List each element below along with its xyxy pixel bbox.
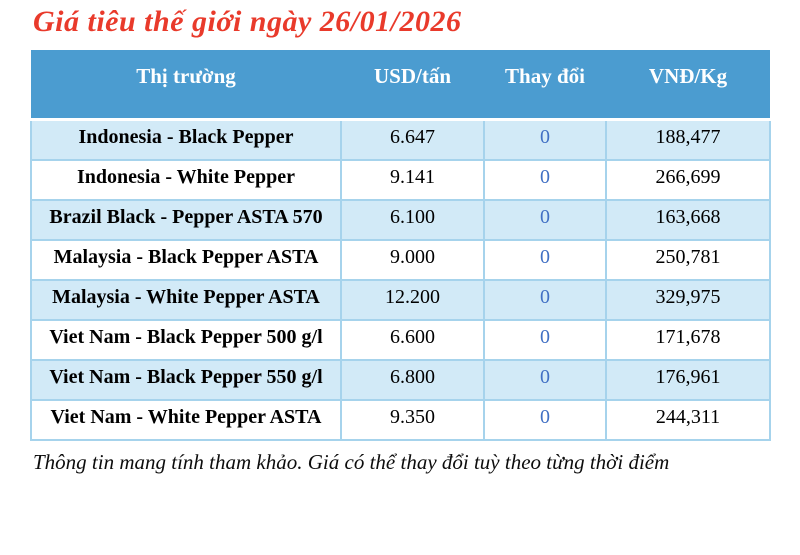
change-cell: 0 — [483, 318, 607, 361]
table-row: Malaysia - Black Pepper ASTA 9.000 0 250,78… — [30, 238, 771, 281]
header-vnd-per-kg: VNĐ/Kg — [606, 50, 770, 121]
vnd-price-cell: 188,477 — [605, 118, 771, 161]
vnd-price-cell: 329,975 — [605, 278, 771, 321]
vnd-price-cell: 250,781 — [605, 238, 771, 281]
market-cell: Viet Nam - Black Pepper 500 g/l — [30, 318, 342, 361]
usd-price-cell: 9.350 — [340, 398, 485, 441]
market-cell: Malaysia - Black Pepper ASTA — [30, 238, 342, 281]
usd-price-cell: 6.100 — [340, 198, 485, 241]
market-cell: Malaysia - White Pepper ASTA — [30, 278, 342, 321]
market-cell: Brazil Black - Pepper ASTA 570 — [30, 198, 342, 241]
market-cell: Indonesia - Black Pepper — [30, 118, 342, 161]
table-header: Thị trường USD/tấn Thay đổi VNĐ/Kg — [31, 50, 770, 121]
change-cell: 0 — [483, 118, 607, 161]
market-cell: Indonesia - White Pepper — [30, 158, 342, 201]
change-cell: 0 — [483, 358, 607, 401]
table-row: Indonesia - White Pepper 9.141 0 266,699 — [30, 158, 771, 201]
change-cell: 0 — [483, 278, 607, 321]
usd-price-cell: 9.141 — [340, 158, 485, 201]
pepper-price-table: Thị trường USD/tấn Thay đổi VNĐ/Kg Indon… — [30, 50, 771, 441]
vnd-price-cell: 163,668 — [605, 198, 771, 241]
market-cell: Viet Nam - White Pepper ASTA — [30, 398, 342, 441]
usd-price-cell: 6.800 — [340, 358, 485, 401]
table-row: Viet Nam - Black Pepper 550 g/l 6.800 0 176… — [30, 358, 771, 401]
pepper-price-page: Giá tiêu thế giới ngày 26/01/2026 Thị tr… — [0, 5, 800, 475]
change-cell: 0 — [483, 238, 607, 281]
usd-price-cell: 12.200 — [340, 278, 485, 321]
usd-price-cell: 6.600 — [340, 318, 485, 361]
header-change: Thay đổi — [484, 50, 606, 121]
table-row: Indonesia - Black Pepper 6.647 0 188,477 — [30, 118, 771, 161]
page-title: Giá tiêu thế giới ngày 26/01/2026 — [33, 5, 462, 38]
vnd-price-cell: 171,678 — [605, 318, 771, 361]
table-row: Viet Nam - Black Pepper 500 g/l 6.600 0 171… — [30, 318, 771, 361]
vnd-price-cell: 244,311 — [605, 398, 771, 441]
disclaimer-text: Thông tin mang tính tham khảo. Giá có th… — [33, 449, 670, 474]
table-row: Viet Nam - White Pepper ASTA 9.350 0 244,31… — [30, 398, 771, 441]
table-body: Indonesia - Black Pepper 6.647 0 188,477 Ind… — [30, 118, 771, 441]
change-cell: 0 — [483, 158, 607, 201]
usd-price-cell: 9.000 — [340, 238, 485, 281]
table-row: Brazil Black - Pepper ASTA 570 6.100 0 163,… — [30, 198, 771, 241]
change-cell: 0 — [483, 198, 607, 241]
table-row: Malaysia - White Pepper ASTA 12.200 0 329,9… — [30, 278, 771, 321]
vnd-price-cell: 266,699 — [605, 158, 771, 201]
vnd-price-cell: 176,961 — [605, 358, 771, 401]
change-cell: 0 — [483, 398, 607, 441]
market-cell: Viet Nam - Black Pepper 550 g/l — [30, 358, 342, 401]
table-header-row: Thị trường USD/tấn Thay đổi VNĐ/Kg — [31, 50, 770, 121]
header-usd-per-ton: USD/tấn — [341, 50, 484, 121]
usd-price-cell: 6.647 — [340, 118, 485, 161]
header-market: Thị trường — [31, 50, 341, 121]
